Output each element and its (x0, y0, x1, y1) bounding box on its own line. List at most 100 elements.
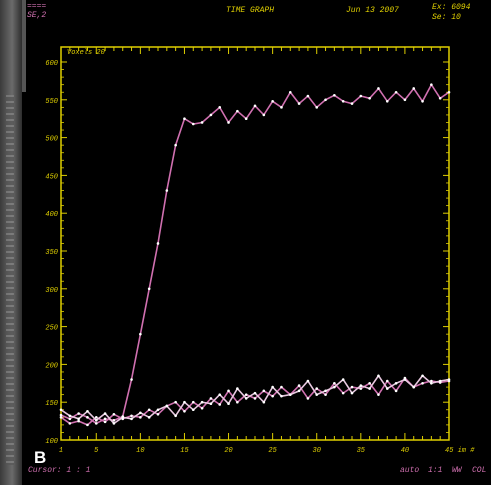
data-point (306, 397, 310, 400)
data-point (200, 406, 204, 410)
data-point (306, 94, 310, 98)
data-point (324, 98, 327, 102)
data-point (253, 104, 257, 108)
data-point (147, 416, 151, 419)
footer-ratio: 1:1 (428, 466, 443, 475)
data-point (385, 387, 389, 390)
left-image-strip (0, 0, 22, 485)
data-point (130, 417, 133, 421)
data-point (86, 416, 89, 419)
data-point (394, 389, 398, 393)
data-point (191, 400, 195, 404)
y-tick-label: 200 (45, 362, 58, 370)
data-point (430, 382, 433, 385)
data-point (333, 385, 336, 389)
data-point (94, 419, 98, 422)
header-tag-top: ==== (27, 2, 47, 11)
data-point (77, 417, 80, 421)
data-point (280, 394, 283, 398)
y-tick-label: 600 (45, 60, 58, 68)
data-point (350, 102, 354, 105)
data-point (200, 400, 204, 404)
data-point (103, 420, 107, 424)
y-tick-label: 350 (45, 249, 58, 257)
data-point (385, 100, 389, 103)
data-point (262, 400, 266, 404)
data-point (271, 100, 274, 103)
data-point (333, 93, 336, 97)
data-point (59, 408, 63, 412)
data-point (421, 382, 424, 385)
data-point (280, 106, 283, 109)
series-line-2 (60, 376, 450, 426)
data-point (385, 379, 389, 383)
data-point (130, 378, 133, 381)
footer-auto: auto (400, 466, 420, 475)
data-point (368, 382, 371, 385)
data-point (438, 379, 442, 383)
y-tick-label: 550 (45, 98, 58, 106)
data-point (377, 393, 380, 396)
data-point (227, 402, 230, 406)
data-point (77, 419, 80, 423)
data-point (68, 422, 72, 425)
data-point (403, 98, 407, 102)
data-point (147, 287, 151, 291)
x-end-label: 45 im # (445, 447, 475, 455)
data-point (227, 121, 230, 124)
x-tick-label: 10 (136, 447, 144, 455)
data-point (297, 384, 301, 387)
data-point (324, 389, 327, 393)
series-line-1 (60, 83, 450, 425)
data-point (156, 242, 160, 245)
cursor-readout: Cursor: 1 : 1 (28, 466, 91, 475)
data-point (174, 414, 177, 418)
data-point (218, 106, 222, 109)
data-point (315, 393, 319, 396)
data-point (183, 400, 186, 404)
data-point (394, 382, 398, 385)
x-tick-label: 25 (268, 447, 277, 455)
data-point (253, 391, 257, 395)
data-point (94, 416, 98, 419)
data-point (447, 378, 451, 381)
data-point (280, 385, 283, 389)
data-point (86, 409, 89, 413)
data-point (165, 189, 169, 192)
panel-label: B (34, 448, 47, 467)
data-point (341, 100, 345, 103)
x-tick-label: 40 (401, 447, 409, 455)
header-ex: Ex: 6094 (432, 3, 471, 12)
y-tick-label: 250 (45, 325, 58, 333)
x-tick-label: 35 (357, 447, 366, 455)
data-point (288, 393, 292, 396)
data-point (359, 94, 363, 98)
data-point (350, 391, 354, 395)
data-point (156, 408, 160, 412)
y-tick-label: 150 (45, 400, 58, 408)
data-point (403, 378, 407, 381)
data-point (244, 393, 248, 396)
data-point (103, 417, 107, 421)
data-point (191, 122, 195, 126)
data-point (174, 143, 177, 147)
data-point (306, 379, 310, 383)
data-point (227, 389, 230, 393)
data-point (412, 87, 416, 90)
data-point (112, 412, 116, 416)
data-point (174, 400, 177, 404)
data-point (183, 117, 186, 120)
data-point (183, 409, 186, 413)
data-point (68, 417, 72, 421)
data-point (112, 422, 116, 425)
data-point (350, 385, 354, 389)
data-point (324, 393, 327, 396)
y-tick-label: 450 (45, 173, 58, 181)
data-point (209, 397, 213, 400)
data-point (341, 391, 345, 395)
x-tick-label: 5 (94, 447, 99, 455)
data-point (68, 414, 72, 418)
legend-label: Voxels 20 (67, 49, 105, 57)
data-point (333, 382, 336, 385)
